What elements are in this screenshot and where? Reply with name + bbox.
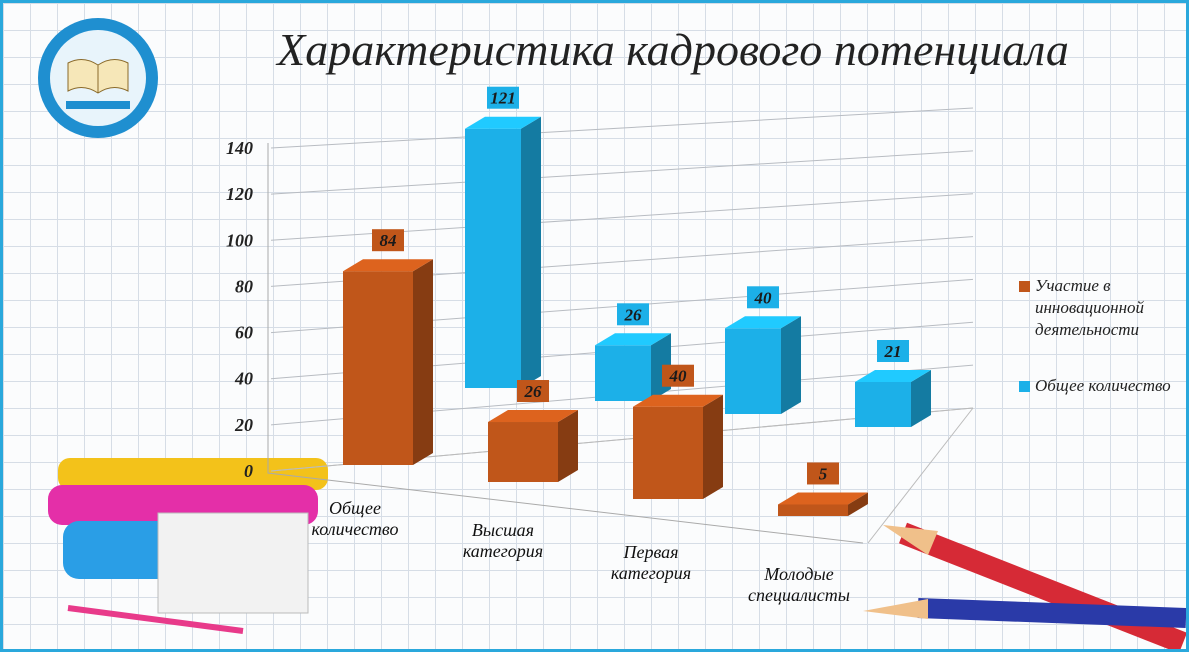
bar-side (521, 117, 541, 388)
x-tick-label: Общее количество (295, 498, 415, 540)
y-tick-label: 40 (234, 369, 253, 389)
floor-edge (868, 408, 973, 543)
x-tick-label: Первая категория (591, 542, 711, 584)
value-label: 40 (754, 288, 773, 307)
y-tick-label: 0 (244, 461, 253, 481)
y-tick-label: 80 (235, 276, 253, 296)
bar (488, 422, 558, 482)
bar (595, 345, 651, 401)
x-tick-label: Высшая категория (443, 520, 563, 562)
grid-line (271, 108, 973, 148)
bar-side (558, 410, 578, 482)
y-tick-label: 60 (235, 323, 253, 343)
chart-title: Характеристика кадрового потенциала (275, 24, 1069, 75)
bar (855, 382, 911, 427)
logo (38, 18, 158, 138)
y-tick-label: 20 (234, 415, 253, 435)
value-label: 121 (490, 89, 516, 108)
value-label: 84 (380, 231, 397, 250)
bar (633, 407, 703, 499)
value-label: 40 (669, 367, 688, 386)
bar-side (413, 259, 433, 465)
y-tick-label: 140 (226, 138, 253, 158)
value-label: 5 (819, 464, 828, 483)
y-tick-label: 120 (226, 184, 253, 204)
legend-swatch (1019, 381, 1030, 392)
value-label: 21 (884, 342, 902, 361)
legend-label: Общее количество (1035, 375, 1189, 397)
legend-label: Участие в инновационной деятельности (1035, 275, 1165, 341)
bar-side (781, 316, 801, 414)
grid-line (271, 151, 973, 194)
value-label: 26 (524, 382, 543, 401)
bar (343, 271, 413, 465)
y-tick-label: 100 (226, 230, 253, 250)
bar (725, 328, 781, 414)
books-decoration (48, 458, 328, 631)
slide: Характеристика кадрового потенциала 0 20 4… (0, 0, 1189, 652)
legend-swatch (1019, 281, 1030, 292)
x-tick-label: Молодые специалисты (739, 564, 859, 606)
bar-side (703, 395, 723, 499)
pencils-decoration (863, 525, 1186, 643)
bar (465, 129, 521, 388)
bar (778, 504, 848, 516)
value-label: 26 (624, 305, 643, 324)
